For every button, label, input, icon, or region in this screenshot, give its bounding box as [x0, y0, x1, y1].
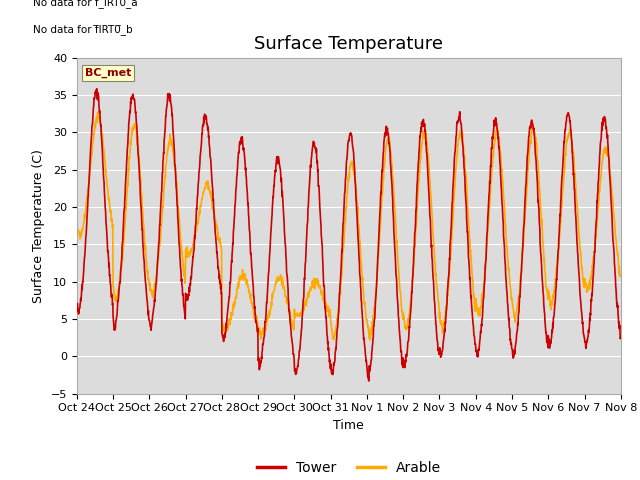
X-axis label: Time: Time	[333, 419, 364, 432]
Y-axis label: Surface Temperature (C): Surface Temperature (C)	[32, 149, 45, 302]
Title: Surface Temperature: Surface Temperature	[254, 35, 444, 53]
Text: No data for f_IRT0_a: No data for f_IRT0_a	[33, 0, 138, 8]
Text: BC_met: BC_met	[85, 68, 131, 78]
Text: No data for f̅IRT0̅_b: No data for f̅IRT0̅_b	[33, 24, 133, 35]
Legend: Tower, Arable: Tower, Arable	[252, 456, 446, 480]
